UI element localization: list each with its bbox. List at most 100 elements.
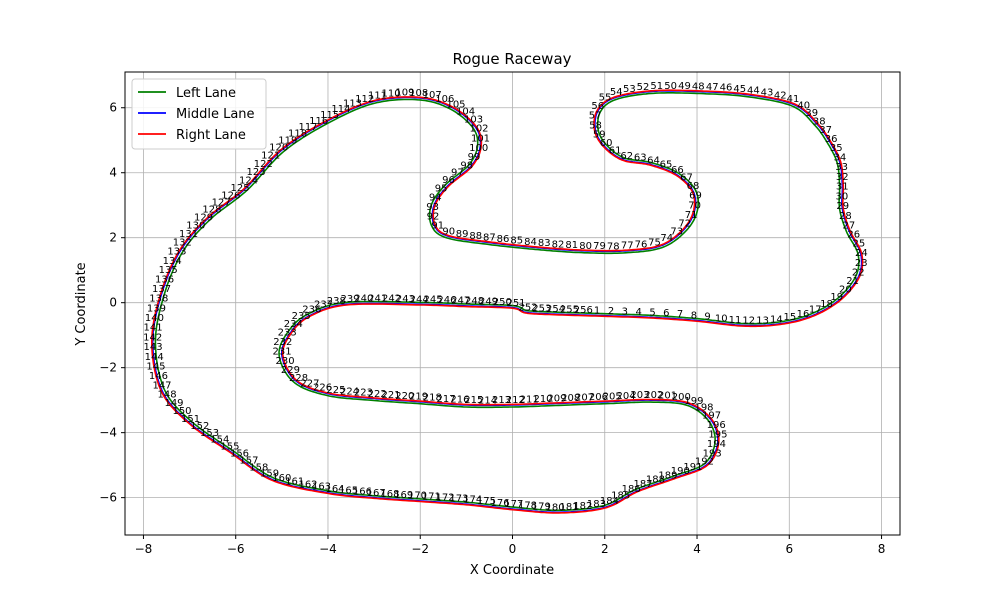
waypoint-label: 148 [158,390,177,401]
waypoint-label: 91 [431,221,444,232]
waypoint-label: 244 [410,294,429,305]
waypoint-label: 219 [409,392,428,403]
waypoint-label: 106 [435,94,454,105]
waypoint-label: 7 [677,309,683,320]
waypoint-label: 144 [145,352,164,363]
waypoint-label: 3 [622,306,628,317]
waypoint-label: 54 [610,87,623,98]
x-tick-label: −4 [319,542,337,556]
waypoint-label: 8 [691,310,697,321]
waypoint-label: 90 [442,226,455,237]
legend-box [131,78,267,150]
waypoint-label: 182 [573,501,592,512]
waypoint-label: 42 [774,90,787,101]
waypoint-label: 237 [314,299,333,310]
waypoint-label: 185 [611,490,630,501]
waypoint-label: 229 [281,365,300,376]
waypoint-label: 139 [147,303,166,314]
waypoint-label: 206 [589,392,608,403]
waypoint-label: 40 [797,100,810,111]
waypoint-label: 41 [787,94,800,105]
x-tick-label: 4 [693,542,701,556]
waypoint-label: 39 [805,108,818,119]
waypoint-label: 2 [608,306,614,317]
waypoint-label: 158 [249,462,268,473]
waypoint-label: 189 [658,470,677,481]
waypoint-label: 240 [354,294,373,305]
y-tick-label: 6 [109,101,117,115]
waypoint-label: 129 [194,213,213,224]
waypoint-label: 238 [327,296,346,307]
waypoint-label: 140 [145,313,164,324]
waypoint-label: 214 [478,395,497,406]
waypoint-label: 43 [761,88,774,99]
waypoint-label: 227 [300,379,319,390]
waypoint-label: 200 [672,392,691,403]
waypoint-label: 104 [456,107,475,118]
waypoint-label: 56 [591,101,604,112]
waypoint-label: 152 [190,421,209,432]
waypoint-label: 196 [707,420,726,431]
waypoint-label: 96 [442,175,455,186]
waypoint-label: 204 [617,391,636,402]
waypoint-label: 157 [239,455,258,466]
waypoint-label: 145 [146,362,165,373]
waypoint-label: 233 [278,328,297,339]
waypoint-label: 66 [671,165,684,176]
waypoint-label: 128 [202,205,221,216]
waypoint-label: 34 [834,153,847,164]
waypoint-label: 212 [506,395,525,406]
waypoint-label: 228 [289,373,308,384]
waypoint-label: 111 [368,91,387,102]
waypoint-label: 27 [843,220,856,231]
waypoint-label: 67 [680,173,693,184]
waypoint-label: 241 [368,293,387,304]
waypoint-label: 161 [285,477,304,488]
waypoint-label: 224 [340,387,359,398]
waypoint-label: 248 [465,296,484,307]
waypoint-label: 132 [173,238,192,249]
waypoint-label: 69 [689,191,702,202]
waypoint-label: 36 [825,134,838,145]
waypoint-label: 174 [463,495,482,506]
waypoint-label: 116 [309,116,328,127]
waypoint-label: 169 [394,490,413,501]
waypoint-label: 5 [649,307,655,318]
waypoint-label: 187 [633,479,652,490]
waypoint-label: 215 [464,395,483,406]
waypoint-label: 12 [742,316,755,327]
waypoint-label: 180 [546,502,565,513]
x-tick-label: −6 [227,542,245,556]
x-tick-label: 8 [878,542,886,556]
waypoint-label: 150 [172,406,191,417]
waypoint-label: 58 [589,120,602,131]
waypoint-label: 127 [212,197,231,208]
waypoint-label: 71 [685,210,698,221]
waypoint-label: 79 [593,241,606,252]
waypoint-label: 246 [437,295,456,306]
waypoint-label: 191 [683,462,702,473]
left-lane-line [154,92,860,512]
waypoint-label: 192 [695,457,714,468]
waypoint-label: 118 [288,128,307,139]
waypoint-label: 50 [664,81,677,92]
y-tick-label: 4 [109,166,117,180]
waypoint-label: 166 [353,487,372,498]
waypoint-label: 95 [435,183,448,194]
waypoint-label: 179 [532,502,551,513]
waypoint-label: 117 [298,122,317,133]
waypoint-label: 38 [813,116,826,127]
waypoint-label: 33 [835,162,848,173]
waypoint-label: 65 [660,160,673,171]
y-tick-label: 0 [109,296,117,310]
waypoint-label: 176 [491,498,510,509]
waypoint-label: 146 [149,371,168,382]
x-tick-label: 6 [785,542,793,556]
waypoint-label: 74 [660,233,673,244]
waypoint-label: 64 [647,155,660,166]
waypoint-label: 78 [607,241,620,252]
waypoint-label: 126 [221,190,240,201]
waypoint-label: 253 [532,304,551,315]
x-tick-label: 0 [509,542,517,556]
